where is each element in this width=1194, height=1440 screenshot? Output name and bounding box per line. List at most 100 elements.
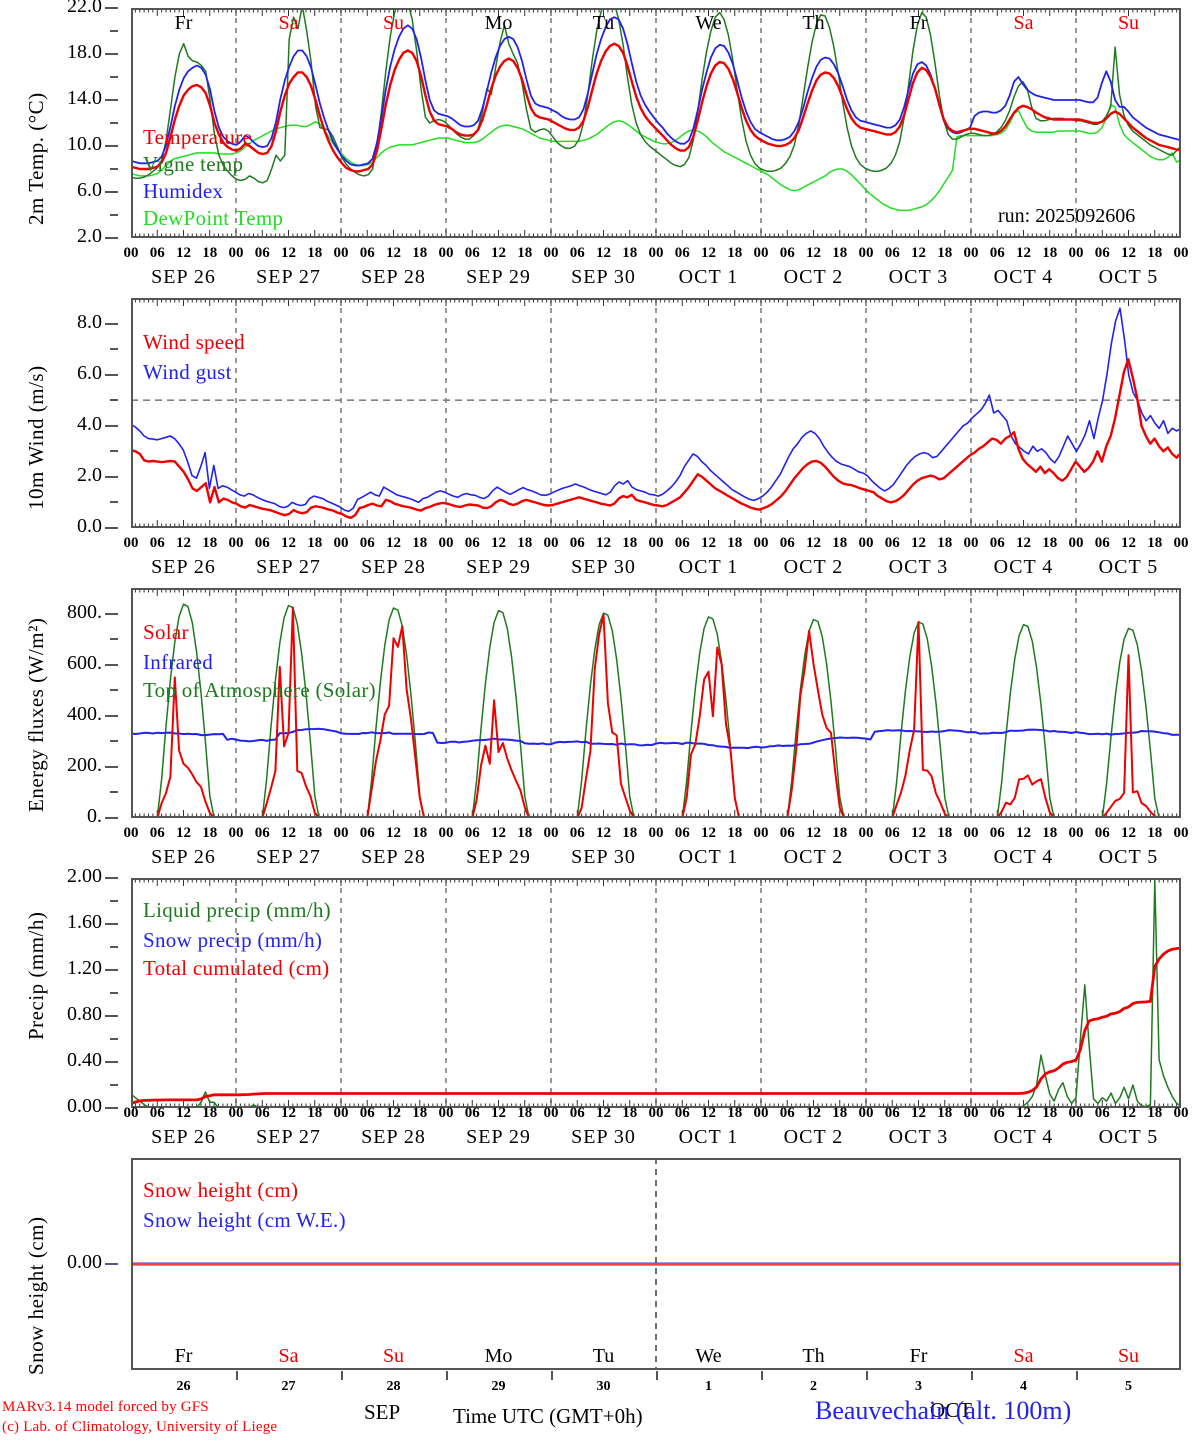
energy-fluxes-panel [131, 588, 1181, 818]
day-of-week-label: Th [802, 1345, 825, 1367]
day-of-week-label: Su [1117, 12, 1140, 34]
x-hour-tick-label: 06 [779, 245, 795, 261]
x-hour-tick-label: 18 [727, 825, 743, 841]
y-tick-mark [105, 817, 118, 819]
day-of-week-label: Th [802, 12, 825, 34]
x-day-label: OCT 1 [678, 556, 739, 578]
x-hour-tick-label: 12 [1016, 245, 1031, 261]
x-hour-tick-label: 18 [727, 1105, 743, 1121]
x-hour-tick-label: 12 [1121, 1105, 1136, 1121]
x-day-label: SEP 30 [571, 846, 636, 868]
y-tick-mark [105, 1263, 118, 1265]
x-day-label: OCT 3 [888, 1126, 949, 1148]
wind-axis-label: 10m Wind (m/s) [24, 365, 48, 510]
day-of-week-label: Su [1117, 1345, 1140, 1367]
x-hour-tick-label: 12 [596, 1105, 611, 1121]
x-day-label: OCT 4 [993, 1126, 1054, 1148]
x-hour-tick-label: 18 [832, 1105, 848, 1121]
x-hour-tick-label: 18 [412, 535, 428, 551]
y-tick-mark [105, 969, 118, 971]
y-tick-label: 4.0 [77, 412, 102, 435]
x-hour-tick-label: 00 [858, 1105, 874, 1121]
x-hour-tick-label: 12 [1016, 825, 1031, 841]
x-hour-tick-label: 12 [806, 1105, 821, 1121]
y-tick-label: 400. [67, 702, 102, 725]
x-hour-tick-label: 06 [989, 245, 1005, 261]
x-hour-tick-label: 18 [1147, 245, 1163, 261]
bottom-axis-tick [551, 1371, 553, 1380]
bottom-axis-tick [446, 1371, 448, 1380]
precip-axis-label: Precip (mm/h) [24, 911, 48, 1040]
y-tick-label: 1.60 [67, 911, 102, 933]
x-hour-tick-label: 18 [1042, 245, 1058, 261]
wind-panel [131, 298, 1181, 528]
day-of-week-label: Sa [278, 12, 299, 34]
y-tick-mark [105, 612, 118, 615]
x-hour-tick-label: 06 [569, 825, 585, 841]
x-hour-tick-label: 12 [176, 825, 191, 841]
y-tick-mark [105, 424, 118, 427]
x-hour-tick-label: 06 [569, 245, 585, 261]
day-of-week-label: Tu [592, 1345, 615, 1367]
y-tick-mark [105, 99, 118, 101]
y-tick-label: 0.80 [67, 1003, 102, 1025]
x-hour-tick-label: 18 [517, 825, 533, 841]
x-day-label: SEP 27 [256, 846, 321, 868]
x-hour-tick-label: 00 [228, 825, 244, 841]
x-hour-tick-label: 00 [648, 825, 664, 841]
x-day-label: SEP 26 [151, 846, 216, 868]
bottom-day-number: 3 [915, 1379, 922, 1394]
x-hour-tick-label: 18 [412, 825, 428, 841]
x-day-label: OCT 4 [993, 556, 1054, 578]
y-tick-label: 18.0 [67, 41, 102, 63]
x-hour-tick-label: 00 [228, 245, 244, 261]
y-tick-mark [105, 145, 118, 147]
y-tick-mark [105, 237, 118, 239]
x-hour-tick-label: 06 [359, 535, 375, 551]
y-tick-label: 0.0 [77, 515, 102, 537]
x-hour-tick-label: 00 [648, 245, 664, 261]
snow-height-y-ticks: 0.00 [0, 1158, 118, 1370]
x-hour-tick-label: 18 [832, 825, 848, 841]
day-of-week-label: Fr [174, 12, 193, 34]
x-hour-tick-label: 12 [806, 825, 821, 841]
y-tick-minor [110, 900, 118, 902]
x-hour-tick-label: 12 [176, 245, 191, 261]
y-tick-minor [110, 638, 118, 641]
x-hour-tick-label: 06 [884, 1105, 900, 1121]
x-hour-tick-label: 12 [491, 245, 506, 261]
x-hour-tick-label: 18 [1147, 1105, 1163, 1121]
x-hour-tick-label: 06 [254, 245, 270, 261]
x-day-label: SEP 26 [151, 556, 216, 578]
temperature-y-ticks: 2.0 6.0 10.0 14.0 18.0 22.0 [0, 0, 118, 247]
x-hour-tick-label: 00 [1068, 825, 1084, 841]
y-tick-mark [105, 1107, 118, 1109]
x-hour-tick-label: 00 [543, 535, 559, 551]
x-hour-tick-label: 00 [333, 535, 349, 551]
x-hour-tick-label: 00 [438, 535, 454, 551]
y-tick-mark [105, 373, 118, 376]
x-hour-tick-label: 00 [438, 245, 454, 261]
x-hour-tick-label: 12 [911, 825, 926, 841]
x-hour-tick-label: 12 [176, 535, 191, 551]
y-tick-mark [105, 475, 118, 478]
x-day-label: SEP 27 [256, 266, 321, 288]
x-hour-tick-label: 12 [491, 535, 506, 551]
x-hour-tick-label: 12 [1121, 825, 1136, 841]
x-hour-tick-label: 00 [963, 1105, 979, 1121]
x-hour-tick-label: 12 [911, 535, 926, 551]
y-tick-mark [105, 923, 118, 925]
legend-humidex: Humidex [143, 179, 224, 203]
x-hour-tick-label: 18 [1147, 825, 1163, 841]
y-tick-label: 1.20 [67, 957, 102, 979]
x-day-label: OCT 3 [888, 266, 949, 288]
bottom-axis-tick [656, 1371, 658, 1380]
x-hour-tick-label: 06 [149, 535, 165, 551]
y-tick-label: 2.00 [67, 865, 102, 887]
y-tick-label: 22.0 [67, 0, 102, 17]
y-tick-minor [110, 689, 118, 692]
y-tick-mark [105, 765, 118, 768]
y-tick-label: 600. [67, 651, 102, 674]
day-of-week-label: Fr [909, 1345, 928, 1367]
x-hour-tick-label: 12 [386, 825, 401, 841]
